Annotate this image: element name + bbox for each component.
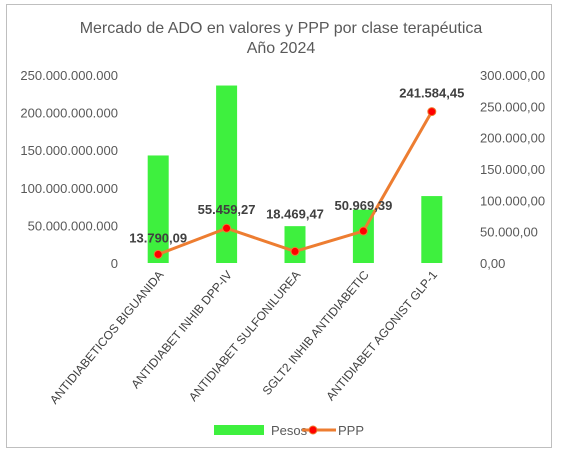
legend-label-pesos: Pesos <box>271 423 308 438</box>
bar-pesos-2 <box>284 226 306 263</box>
y-left-tick-1: 50.000.000.000 <box>28 218 118 233</box>
chart-title: Mercado de ADO en valores y PPP por clas… <box>80 20 483 37</box>
point-ppp-4 <box>427 107 437 117</box>
legend-label-ppp: PPP <box>338 423 364 438</box>
y-left-tick-0: 0 <box>111 256 118 271</box>
point-ppp-2 <box>290 246 300 256</box>
chart-frame <box>6 4 552 448</box>
y-right-tick-6: 300.000,00 <box>480 68 545 83</box>
y-right-tick-0: 0,00 <box>480 256 505 271</box>
y-left-tick-3: 150.000.000.000 <box>20 143 118 158</box>
bar-pesos-0 <box>147 155 169 263</box>
bar-pesos-1 <box>216 85 238 263</box>
x-category-label-2: ANTIDIABET SULFONILUREA <box>186 268 303 404</box>
y-left-tick-5: 250.000.000.000 <box>20 68 118 83</box>
x-category-label-4: ANTIDIABET AGONIST GLP-1 <box>323 268 440 404</box>
y-left-tick-4: 200.000.000.000 <box>20 106 118 121</box>
data-label-ppp-2: 18.469,47 <box>266 206 324 221</box>
legend: Pesos PPP <box>214 423 364 438</box>
y-right-tick-4: 200.000,00 <box>480 131 545 146</box>
y-right-tick-1: 50.000,00 <box>480 225 538 240</box>
y-right-tick-3: 150.000,00 <box>480 162 545 177</box>
point-ppp-1 <box>222 223 232 233</box>
data-label-ppp-1: 55.459,27 <box>198 202 256 217</box>
x-category-label-0: ANTIDIABETICOS BIGUANIDA <box>47 268 167 407</box>
data-label-ppp-4: 241.584,45 <box>399 86 464 101</box>
data-label-ppp-0: 13.790,09 <box>129 230 187 245</box>
bar-pesos-4 <box>421 196 443 263</box>
y-right-tick-2: 100.000,00 <box>480 193 545 208</box>
point-ppp-3 <box>358 226 368 236</box>
data-label-ppp-3: 50.969,39 <box>334 198 392 213</box>
legend-marker-ppp <box>308 425 318 435</box>
point-ppp-0 <box>153 249 163 259</box>
y-right-tick-5: 250.000,00 <box>480 99 545 114</box>
legend-swatch-pesos <box>214 425 264 435</box>
y-left-tick-2: 100.000.000.000 <box>20 181 118 196</box>
chart-subtitle: Año 2024 <box>247 40 316 57</box>
